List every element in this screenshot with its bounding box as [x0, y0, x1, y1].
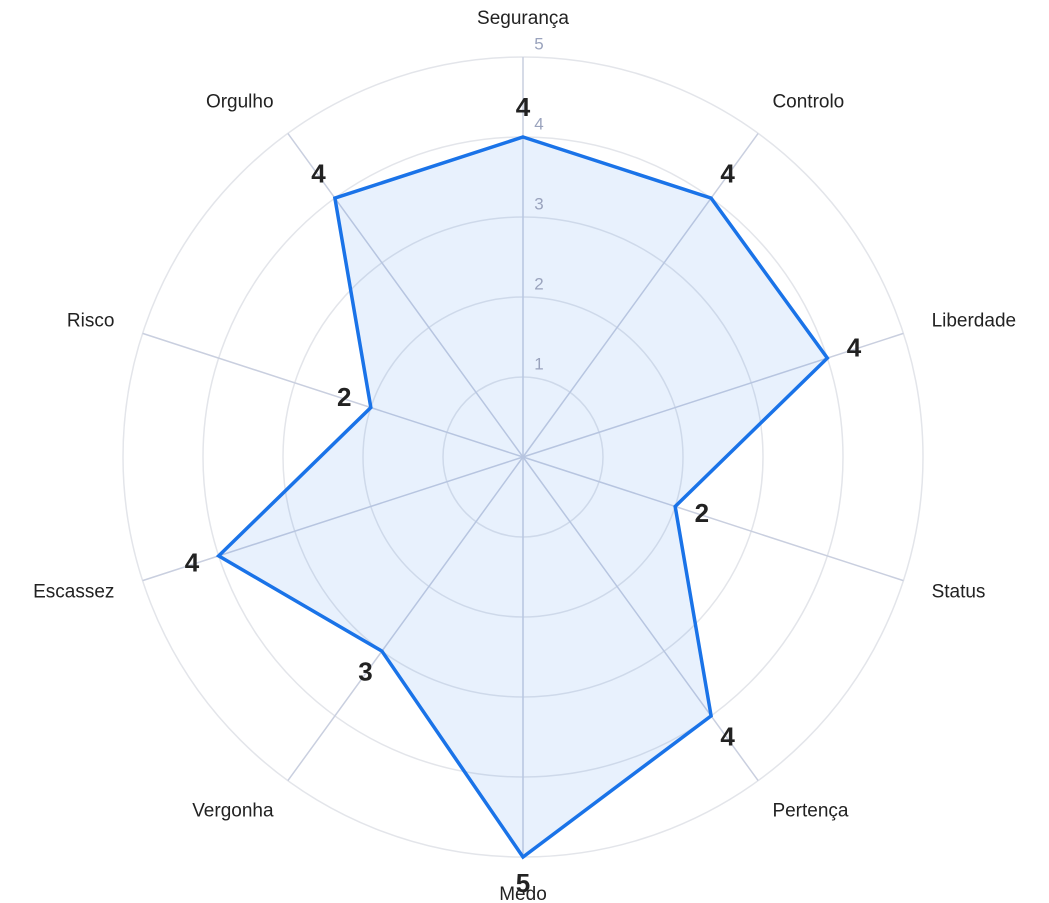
category-label: Escassez	[33, 581, 114, 602]
category-label: Vergonha	[192, 800, 274, 821]
r-tick-label: 5	[534, 34, 543, 53]
category-label: Status	[932, 581, 986, 602]
r-tick-label: 4	[534, 114, 543, 133]
radar-area	[215, 135, 830, 860]
value-label: 4	[847, 332, 862, 362]
axis-line	[522, 456, 759, 782]
value-label: 3	[358, 657, 372, 687]
value-label: 5	[516, 868, 530, 898]
axis-line	[142, 456, 524, 582]
category-label: Medo	[499, 884, 547, 903]
value-label: 4	[720, 158, 735, 188]
value-label: 2	[695, 498, 709, 528]
axis-line	[287, 456, 524, 782]
value-label: 4	[720, 721, 735, 751]
value-label: 4	[185, 547, 200, 577]
value-label: 2	[337, 382, 351, 412]
axis-line	[287, 132, 524, 458]
category-label: Liberdade	[932, 311, 1017, 332]
category-label: Controlo	[772, 92, 844, 113]
category-label: Risco	[67, 311, 115, 332]
axis-line	[522, 456, 904, 582]
value-label: 4	[311, 158, 326, 188]
axis-line	[522, 132, 759, 458]
r-tick-label: 3	[534, 194, 543, 213]
r-tick-label: 1	[534, 354, 543, 373]
value-label: 4	[516, 92, 531, 122]
category-label: Orgulho	[206, 92, 274, 113]
category-label: Pertença	[772, 800, 848, 821]
r-tick-label: 2	[534, 274, 543, 293]
category-label: Segurança	[477, 8, 569, 29]
axis-line	[522, 332, 904, 458]
axis-line	[142, 332, 524, 458]
